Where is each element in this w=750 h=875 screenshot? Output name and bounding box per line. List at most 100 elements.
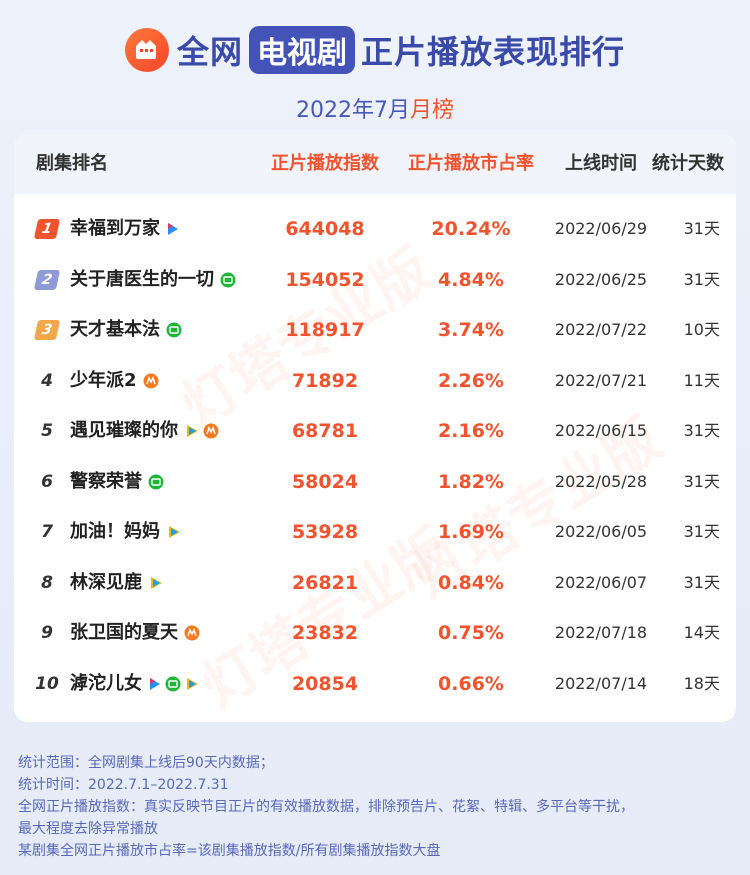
platform-icons: [184, 423, 222, 439]
play-index: 20854: [291, 672, 359, 695]
show-name: 遇见璀璨的你: [70, 420, 178, 441]
table-row: 3 天才基本法 118917 3.74% 2022/07/22 10天: [14, 305, 736, 355]
play-index: 71892: [291, 369, 359, 392]
iqiyi-icon: [220, 272, 236, 288]
platform-icons: [148, 474, 167, 490]
note-period: 统计时间：2022.7.1–2022.7.31: [18, 777, 229, 793]
market-share: 4.84%: [438, 268, 504, 291]
tencent-icon: [166, 524, 182, 540]
table-row: 6 警察荣誉 58024 1.82% 2022/05/28 31天: [14, 457, 736, 507]
market-share: 0.84%: [438, 571, 504, 594]
show-name: 张卫国的夏天: [70, 622, 178, 643]
play-index: 23832: [291, 622, 359, 644]
platform-icons: [143, 373, 162, 389]
platform-icons: [148, 575, 167, 591]
show-name-cell: 关于唐医生的一切: [70, 255, 239, 305]
platform-icons: [166, 322, 185, 338]
table-row: 4 少年派2 71892 2.26% 2022/07/21 11天: [14, 356, 736, 406]
release-date: 2022/05/28: [554, 471, 648, 491]
platform-icons: [148, 676, 203, 692]
show-name: 天才基本法: [70, 319, 160, 340]
release-date: 2022/06/29: [554, 219, 648, 238]
column-header-release: 上线时间: [565, 153, 637, 174]
play-index: 68781: [291, 420, 359, 442]
show-name-cell: 遇见璀璨的你: [70, 406, 222, 456]
column-header-rank-name: 剧集排名: [36, 153, 108, 174]
rank-badge: 1: [33, 219, 61, 239]
show-name-cell: 张卫国的夏天: [70, 608, 203, 658]
market-share: 0.66%: [438, 672, 504, 695]
tencent-icon: [184, 423, 200, 439]
table-header: 剧集排名 正片播放指数 正片播放市占率 上线时间 统计天数: [14, 134, 736, 194]
market-share: 2.26%: [438, 369, 504, 392]
stat-days: 31天: [683, 522, 720, 541]
table-row: 1 幸福到万家 644048 20.24% 2022/06/29 31天: [14, 204, 736, 254]
mango-icon: [143, 373, 159, 389]
release-date: 2022/07/14: [554, 673, 648, 693]
stat-days: 31天: [683, 471, 720, 491]
table-row: 2 关于唐医生的一切 154052 4.84% 2022/06/25 31天: [14, 255, 736, 305]
release-date: 2022/07/22: [554, 320, 648, 339]
show-name: 林深见鹿: [70, 571, 142, 593]
note-index-definition: 全网正片播放指数：真实反映节目正片的有效播放数据，排除预告片、花絮、特辑、多平台…: [18, 799, 634, 815]
column-header-days: 统计天数: [652, 153, 724, 174]
show-name-cell: 滹沱儿女: [70, 659, 203, 709]
market-share: 2.16%: [438, 420, 504, 442]
column-header-share: 正片播放市占率: [408, 153, 534, 174]
release-date: 2022/06/05: [554, 522, 648, 541]
show-name: 滹沱儿女: [70, 672, 142, 694]
platform-icons: [220, 272, 239, 288]
market-share: 20.24%: [431, 218, 511, 240]
subtitle-accent: 月榜: [409, 98, 454, 123]
platform-icons: [184, 625, 203, 641]
show-name: 幸福到万家: [70, 218, 160, 239]
tencent-icon: [184, 676, 200, 692]
rank-number: 9: [41, 623, 53, 643]
stat-days: 14天: [683, 623, 720, 642]
market-share: 1.82%: [438, 470, 504, 493]
note-share-definition: 某剧集全网正片播放市占率=该剧集播放指数/所有剧集播放指数大盘: [18, 843, 441, 859]
play-index: 53928: [291, 521, 359, 543]
release-date: 2022/07/21: [554, 370, 648, 390]
ranking-table: 灯塔专业版 灯塔专业版 灯塔专业版 剧集排名 正片播放指数 正片播放市占率 上线…: [14, 134, 736, 722]
show-name-cell: 天才基本法: [70, 305, 185, 355]
stat-days: 31天: [683, 572, 720, 592]
table-row: 9 张卫国的夏天 23832 0.75% 2022/07/18 14天: [14, 608, 736, 658]
show-name: 少年派2: [70, 369, 137, 391]
rank-number: 7: [41, 522, 53, 542]
iqiyi-icon: [165, 676, 181, 692]
play-index: 154052: [285, 268, 365, 291]
show-name-cell: 幸福到万家: [70, 204, 183, 254]
show-name: 警察荣誉: [70, 470, 142, 492]
mango-icon: [203, 423, 219, 439]
play-index: 26821: [291, 571, 359, 594]
page-subtitle: 2022年7月月榜: [0, 92, 750, 124]
platform-icons: [166, 221, 183, 237]
footnotes: 统计范围：全网剧集上线后90天内数据； 统计时间：2022.7.1–2022.7…: [18, 752, 738, 862]
show-name-cell: 警察荣誉: [70, 457, 167, 507]
show-name: 关于唐医生的一切: [70, 268, 214, 290]
market-share: 0.75%: [438, 622, 504, 644]
release-date: 2022/06/25: [554, 269, 648, 289]
stat-days: 11天: [683, 370, 720, 390]
page-title-suffix: 正片播放表现排行: [361, 33, 626, 71]
film-strip-icon: [124, 28, 169, 72]
rank-number: 10: [35, 673, 59, 694]
play-index: 644048: [285, 218, 365, 240]
note-index-definition-cont: 最大程度去除异常播放: [18, 821, 158, 837]
market-share: 3.74%: [438, 319, 504, 341]
mango-icon: [184, 625, 200, 641]
show-name-cell: 加油！妈妈: [70, 507, 185, 557]
rank-number: 4: [41, 370, 53, 391]
page-title-prefix: 全网: [176, 33, 243, 71]
rank-badge: 2: [33, 269, 61, 290]
column-header-index: 正片播放指数: [271, 153, 379, 174]
page-header: 全网 电视剧 正片播放表现排行: [0, 22, 750, 78]
market-share: 1.69%: [438, 521, 504, 543]
note-scope: 统计范围：全网剧集上线后90天内数据；: [18, 755, 274, 771]
play-index: 118917: [285, 319, 365, 341]
table-row: 10 滹沱儿女 20854 0.66% 2022/07/14 18天: [14, 659, 736, 709]
stat-days: 31天: [683, 219, 720, 238]
table-row: 8 林深见鹿 26821 0.84% 2022/06/07 31天: [14, 558, 736, 608]
show-name: 加油！妈妈: [70, 521, 160, 542]
